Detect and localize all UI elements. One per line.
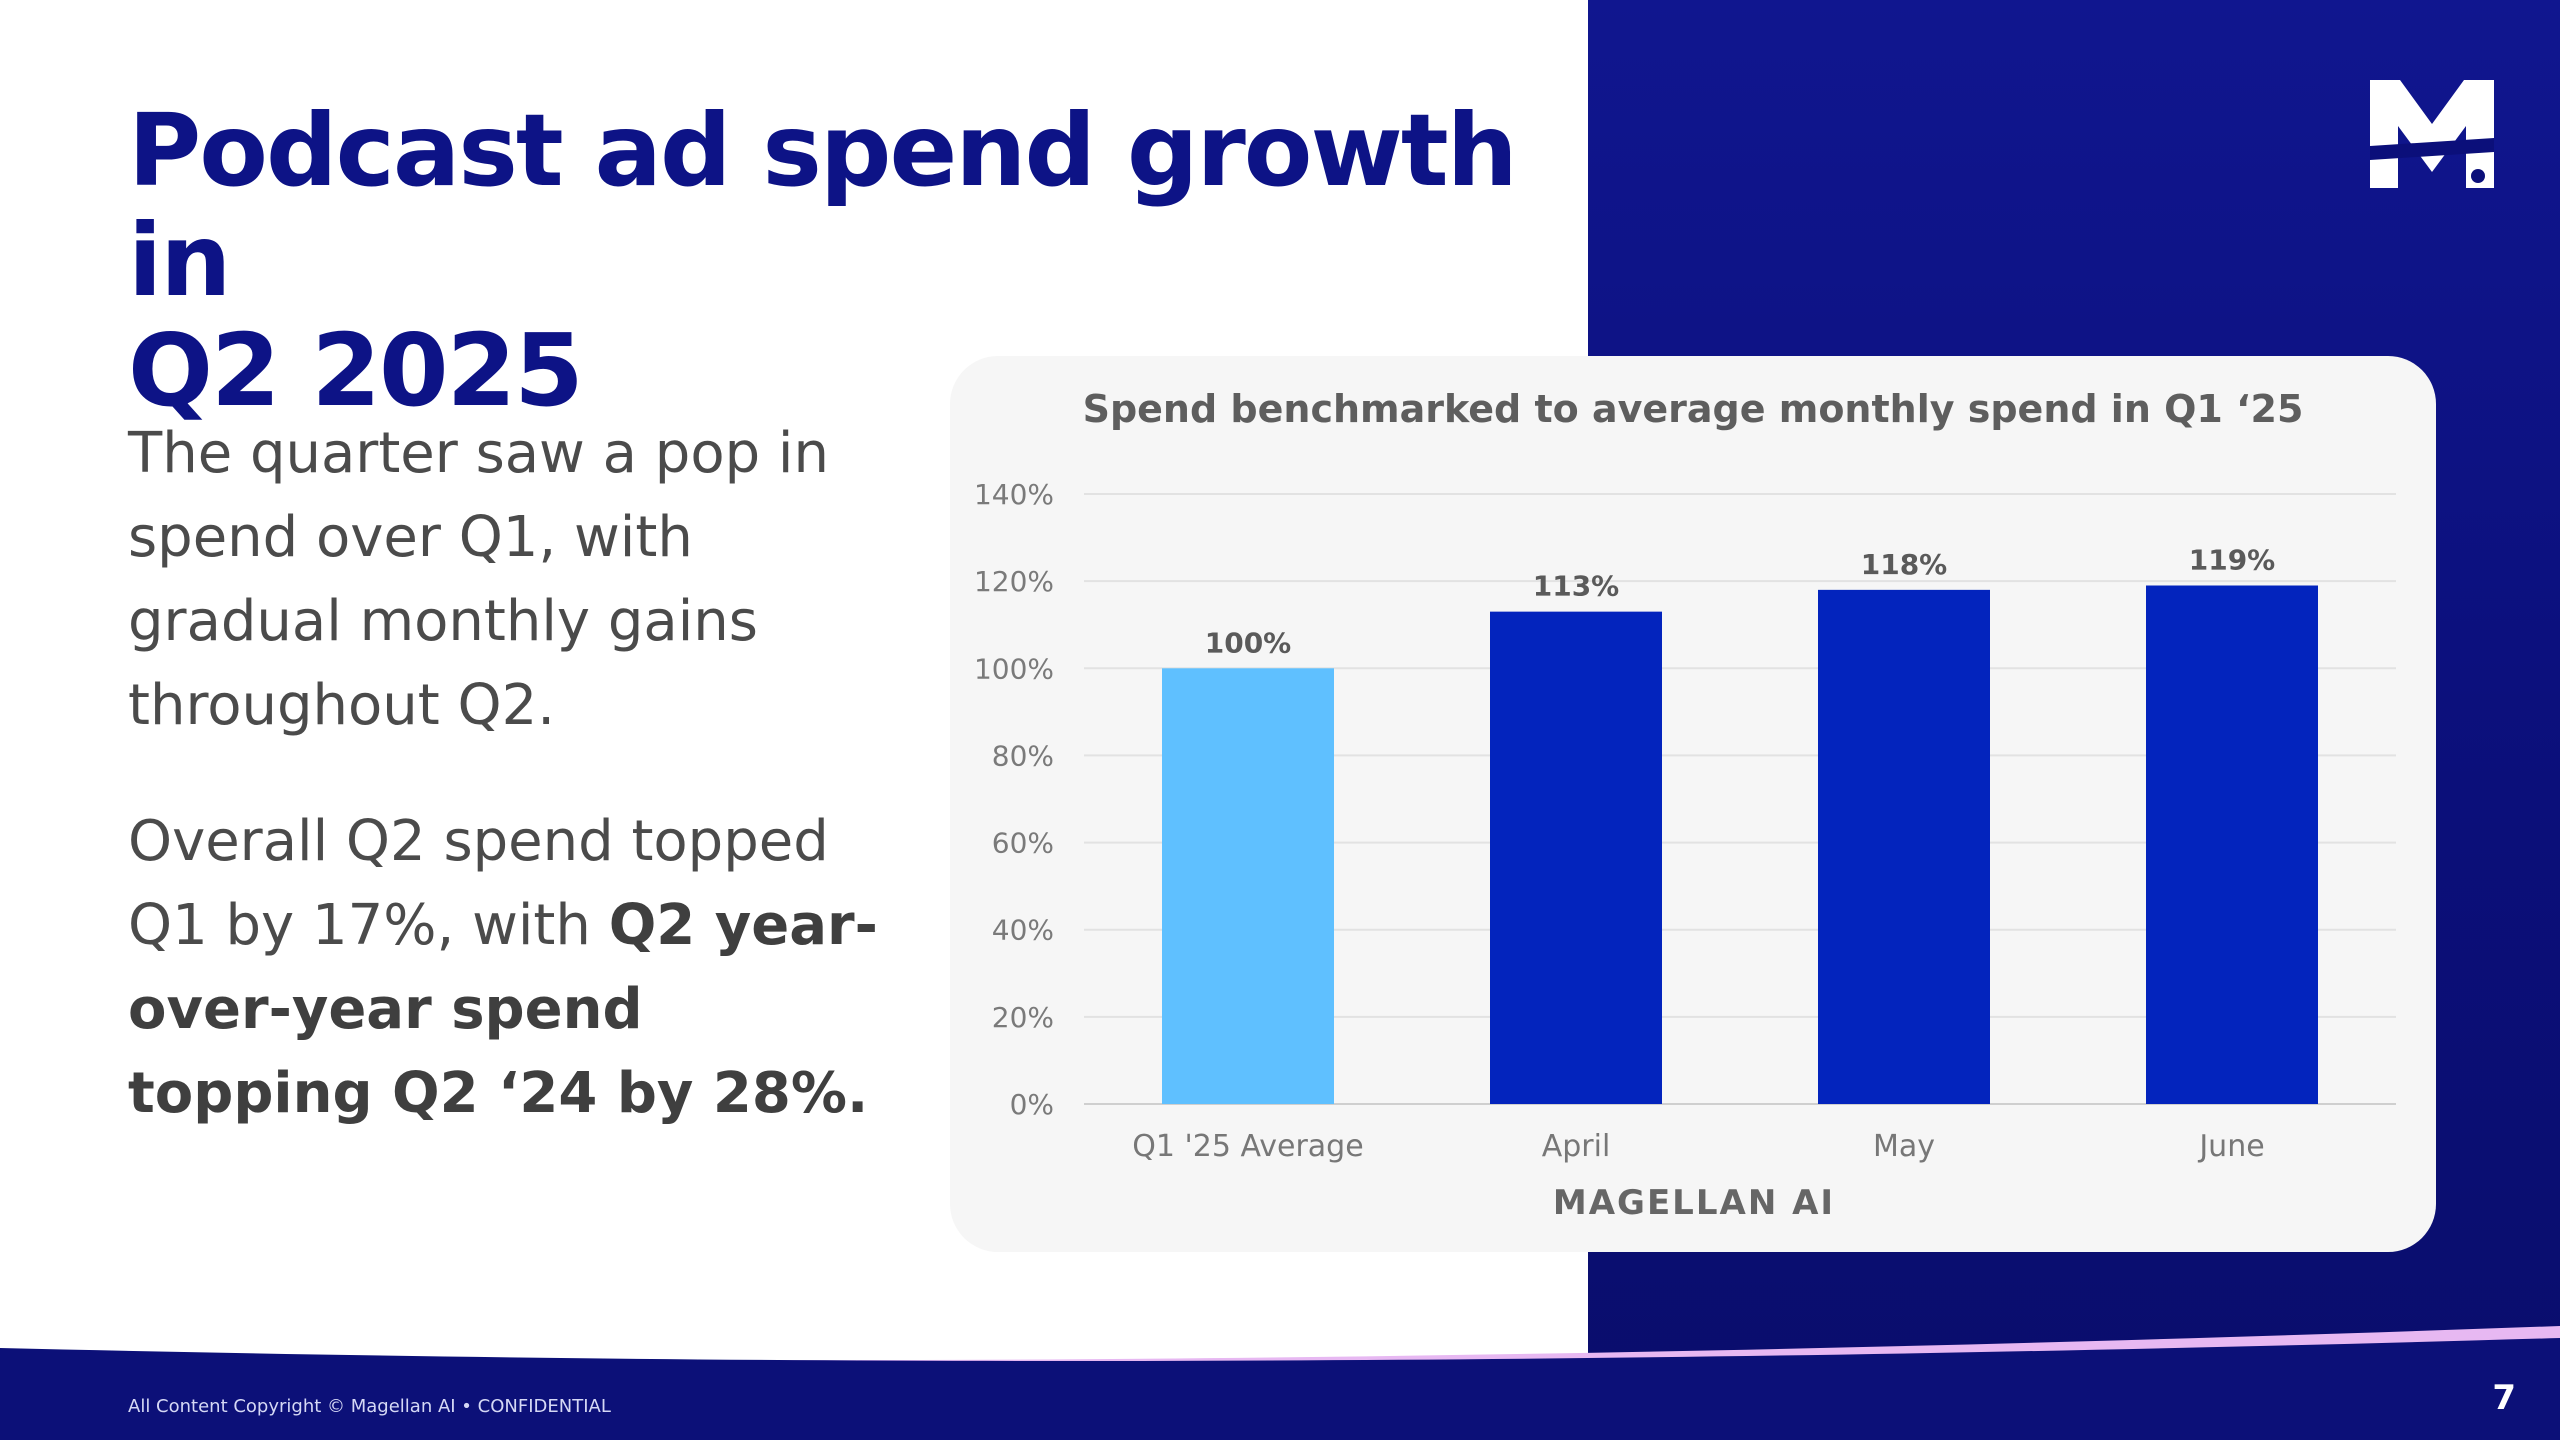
bar-chart: Spend benchmarked to average monthly spe… bbox=[974, 387, 2396, 1223]
chart-title: Spend benchmarked to average monthly spe… bbox=[1083, 387, 2304, 431]
chart-data-labels: 100% 113% 118% 119% bbox=[1205, 544, 2276, 660]
x-category-label: May bbox=[1873, 1129, 1935, 1164]
y-tick-label: 40% bbox=[992, 914, 1054, 947]
chart-bars bbox=[1162, 585, 2318, 1104]
y-tick-label: 120% bbox=[974, 565, 1054, 598]
bar bbox=[2146, 585, 2318, 1104]
y-tick-label: 140% bbox=[974, 478, 1054, 511]
x-category-label: April bbox=[1542, 1129, 1611, 1164]
slide-title: Podcast ad spend growth in Q2 2025 bbox=[128, 96, 1528, 426]
slide-body: The quarter saw a pop in spend over Q1, … bbox=[128, 412, 888, 1188]
y-axis-ticks: 0% 20% 40% 60% 80% 100% 120% 140% bbox=[974, 478, 1054, 1121]
chart-source-brand: MAGELLAN AI bbox=[1553, 1183, 1835, 1223]
x-category-label: Q1 '25 Average bbox=[1132, 1129, 1363, 1164]
x-category-label: June bbox=[2197, 1129, 2264, 1164]
body-paragraph-2: Overall Q2 spend topped Q1 by 17%, with … bbox=[128, 800, 888, 1136]
body-paragraph-1: The quarter saw a pop in spend over Q1, … bbox=[128, 421, 829, 738]
bar bbox=[1490, 611, 1662, 1104]
body-paragraph-2-regular: Overall Q2 spend topped Q1 by 17%, with bbox=[128, 809, 829, 958]
body-paragraph-2-bold: Q2 year-over-year spend topping Q2 ‘24 b… bbox=[128, 893, 878, 1126]
footer-wave-band bbox=[0, 1326, 2560, 1440]
bar-data-label: 113% bbox=[1533, 570, 1620, 603]
y-tick-label: 80% bbox=[992, 739, 1054, 772]
footer-copyright: All Content Copyright © Magellan AI • CO… bbox=[128, 1396, 611, 1417]
slide-title-line1: Podcast ad spend growth in bbox=[128, 92, 1518, 319]
bar-data-label: 119% bbox=[2189, 544, 2276, 577]
y-tick-label: 0% bbox=[1010, 1088, 1054, 1121]
bar-data-label: 100% bbox=[1205, 626, 1292, 659]
y-tick-label: 100% bbox=[974, 652, 1054, 685]
y-tick-label: 60% bbox=[992, 827, 1054, 860]
x-axis-labels: Q1 '25 Average April May June bbox=[1132, 1129, 2264, 1164]
chart-card: Spend benchmarked to average monthly spe… bbox=[950, 356, 2436, 1252]
bar bbox=[1162, 668, 1334, 1104]
magellan-logo-icon bbox=[2370, 80, 2494, 188]
bar-data-label: 118% bbox=[1861, 548, 1948, 581]
bar bbox=[1818, 589, 1990, 1104]
page-number: 7 bbox=[2492, 1378, 2516, 1418]
slide-title-line2: Q2 2025 bbox=[128, 312, 584, 429]
y-tick-label: 20% bbox=[992, 1001, 1054, 1034]
